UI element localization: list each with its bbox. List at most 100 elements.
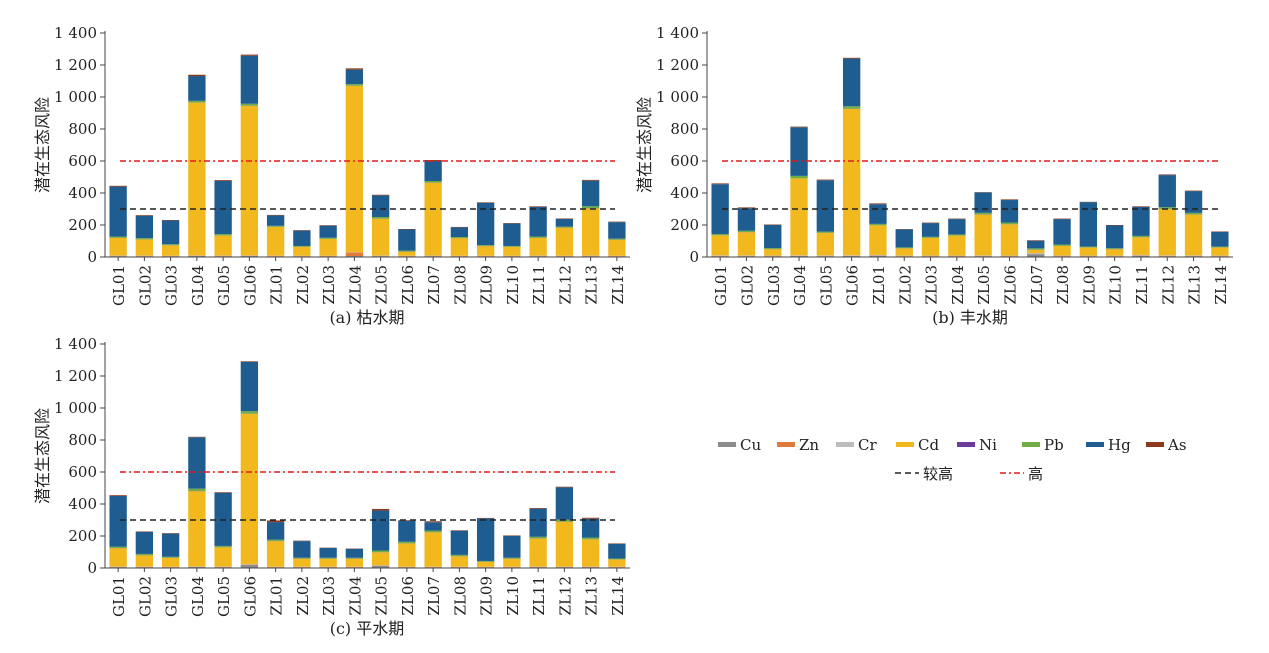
bar-Pb-GL06 <box>241 104 258 106</box>
bar-As-ZL11 <box>529 508 546 509</box>
bar-Hg-GL04 <box>188 76 205 101</box>
bar-Cd-ZL07 <box>1027 250 1044 253</box>
bar-As-GL05 <box>214 492 231 493</box>
bar-Pb-ZL11 <box>529 237 546 238</box>
bar-Pb-ZL08 <box>451 555 468 556</box>
bar-Cd-GL06 <box>241 414 258 564</box>
bar-Hg-ZL04 <box>346 70 363 84</box>
x-tick-label: GL04 <box>189 265 207 306</box>
bar-Cd-GL01 <box>711 235 728 255</box>
bar-Cd-GL04 <box>790 178 807 255</box>
x-tick-label: GL03 <box>163 576 181 617</box>
bar-Pb-ZL01 <box>267 540 284 541</box>
bar-Cd-ZL07 <box>424 532 441 566</box>
bar-Cd-ZL14 <box>608 560 625 567</box>
bar-Cd-GL02 <box>136 555 153 566</box>
bar-Cd-ZL11 <box>1132 237 1149 255</box>
legend-label-As: As <box>1167 436 1187 454</box>
bar-Cd-ZL09 <box>477 562 494 567</box>
bar-Hg-ZL08 <box>1053 219 1070 244</box>
bar-Pb-GL04 <box>790 176 807 178</box>
x-tick-label: ZL08 <box>451 265 469 304</box>
bar-Pb-ZL10 <box>1106 248 1123 249</box>
bar-Hg-GL03 <box>162 534 179 557</box>
x-tick-label: ZL11 <box>530 576 548 615</box>
x-tick-label: ZL06 <box>1001 265 1019 304</box>
x-tick-label: GL02 <box>136 265 154 306</box>
bar-Hg-ZL07 <box>424 161 441 181</box>
x-tick-label: GL04 <box>791 265 809 306</box>
x-tick-label: GL06 <box>241 576 259 617</box>
bar-As-ZL05 <box>372 509 389 511</box>
y-tick-label: 0 <box>87 559 97 577</box>
bar-Hg-GL04 <box>790 127 807 176</box>
bar-Hg-GL06 <box>843 59 860 107</box>
bar-Pb-ZL13 <box>582 206 599 208</box>
bar-Cd-GL02 <box>738 232 755 255</box>
bar-Pb-ZL05 <box>372 217 389 219</box>
bar-Hg-GL02 <box>136 532 153 554</box>
bar-Cd-ZL14 <box>608 240 625 256</box>
bar-Cd-ZL05 <box>372 219 389 256</box>
bar-Pb-ZL14 <box>608 559 625 560</box>
bar-Pb-ZL14 <box>1211 247 1228 248</box>
bar-Cd-GL03 <box>162 558 179 567</box>
y-tick-label: 400 <box>68 184 97 202</box>
bar-Cd-ZL03 <box>319 239 336 256</box>
bar-Pb-ZL13 <box>582 538 599 540</box>
bar-Hg-ZL12 <box>556 219 573 227</box>
x-tick-label: ZL09 <box>478 265 496 304</box>
legend-swatch-Pb <box>1022 442 1040 447</box>
x-tick-label: ZL04 <box>346 265 364 304</box>
bar-Zn-ZL04 <box>346 253 363 257</box>
y-axis-title: 潜在生态风险 <box>33 408 52 504</box>
bar-Pb-ZL05 <box>372 551 389 553</box>
bar-Cd-ZL04 <box>346 86 363 252</box>
x-tick-label: ZL09 <box>1080 265 1098 304</box>
bar-Cd-ZL02 <box>896 248 913 255</box>
bar-Hg-ZL08 <box>451 227 468 237</box>
x-tick-label: ZL01 <box>870 265 888 304</box>
x-tick-label: ZL11 <box>530 265 548 304</box>
bar-As-ZL07 <box>424 521 441 522</box>
bar-Cd-ZL03 <box>319 559 336 567</box>
bar-Pb-ZL12 <box>556 227 573 228</box>
bar-Hg-ZL07 <box>1027 241 1044 249</box>
x-tick-label: ZL02 <box>294 265 312 304</box>
bar-Hg-ZL05 <box>372 195 389 217</box>
x-tick-label: ZL04 <box>346 576 364 615</box>
bar-Pb-ZL06 <box>398 542 415 544</box>
bar-Cd-ZL08 <box>1053 246 1070 256</box>
x-tick-label: ZL14 <box>609 265 627 304</box>
x-tick-label: ZL08 <box>1054 265 1072 304</box>
bar-Cd-GL04 <box>188 491 205 566</box>
y-tick-label: 1 200 <box>656 56 699 74</box>
bar-As-ZL05 <box>372 195 389 196</box>
bar-Hg-GL01 <box>109 496 126 547</box>
bar-Pb-GL04 <box>188 101 205 103</box>
bar-Hg-GL01 <box>109 187 126 237</box>
bar-As-ZL11 <box>1132 206 1149 207</box>
x-tick-label: ZL06 <box>399 265 417 304</box>
bar-As-ZL13 <box>582 180 599 181</box>
legend-line-label-较高: 较高 <box>923 465 953 483</box>
bar-As-GL04 <box>790 127 807 128</box>
bar-Hg-GL04 <box>188 437 205 488</box>
y-tick-label: 600 <box>68 152 97 170</box>
bar-Pb-GL06 <box>843 106 860 108</box>
legend-label-Zn: Zn <box>799 436 819 454</box>
bar-Pb-GL06 <box>241 411 258 413</box>
x-tick-label: ZL03 <box>320 265 338 304</box>
x-tick-label: ZL13 <box>583 576 601 615</box>
bar-Cd-ZL05 <box>974 215 991 256</box>
x-tick-label: ZL14 <box>1212 265 1230 304</box>
x-tick-label: GL05 <box>817 265 835 306</box>
bar-Cd-ZL08 <box>451 238 468 256</box>
y-tick-label: 1 400 <box>656 24 699 42</box>
bar-As-ZL01 <box>869 203 886 204</box>
bar-Pb-GL01 <box>711 234 728 235</box>
legend-swatch-Cd <box>896 442 914 447</box>
y-axis-title: 潜在生态风险 <box>33 97 52 193</box>
bar-Cd-ZL11 <box>529 238 546 256</box>
bar-Hg-ZL05 <box>974 193 991 213</box>
